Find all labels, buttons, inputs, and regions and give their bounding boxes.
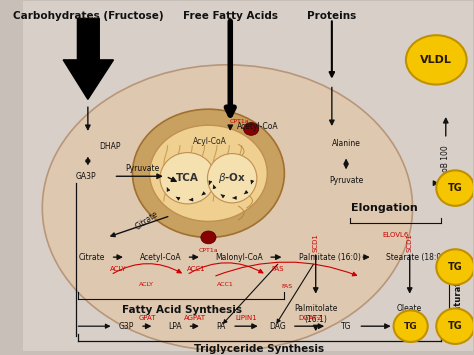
- Text: DHAP: DHAP: [99, 142, 121, 151]
- Text: (16:1): (16:1): [304, 315, 327, 324]
- Text: Triglyceride Synthesis: Triglyceride Synthesis: [194, 344, 324, 354]
- Text: Palmitate (16:0): Palmitate (16:0): [299, 253, 361, 262]
- Text: SCD1: SCD1: [407, 233, 413, 252]
- Text: Pyruvate: Pyruvate: [329, 176, 363, 185]
- Text: FAS: FAS: [272, 266, 284, 272]
- Text: GA3P: GA3P: [75, 172, 96, 181]
- Text: TG: TG: [448, 321, 463, 331]
- Text: LPA: LPA: [168, 322, 182, 331]
- Text: ACC1: ACC1: [217, 282, 234, 287]
- Text: $\beta$-Ox: $\beta$-Ox: [218, 171, 246, 185]
- Text: Palmitolate: Palmitolate: [294, 304, 337, 313]
- Text: Acyl-CoA: Acyl-CoA: [193, 137, 227, 146]
- Text: GPAT: GPAT: [139, 315, 156, 321]
- Text: TG: TG: [448, 262, 463, 272]
- Text: Proteins: Proteins: [307, 11, 356, 21]
- Text: Malonyl-CoA: Malonyl-CoA: [215, 253, 263, 262]
- Text: DGAT2: DGAT2: [298, 315, 322, 321]
- Ellipse shape: [436, 308, 474, 344]
- Text: Fatty Acid Synthesis: Fatty Acid Synthesis: [122, 305, 242, 315]
- Text: ApoB 100: ApoB 100: [441, 145, 450, 182]
- Text: FAS: FAS: [282, 284, 293, 289]
- Text: DAG: DAG: [269, 322, 286, 331]
- Text: Citrate: Citrate: [134, 209, 160, 232]
- Ellipse shape: [160, 153, 215, 204]
- Ellipse shape: [133, 109, 284, 237]
- Text: ELOVL6: ELOVL6: [382, 233, 409, 239]
- Text: LIPIN1: LIPIN1: [236, 315, 257, 321]
- Ellipse shape: [436, 249, 474, 285]
- Text: ACLY: ACLY: [110, 266, 127, 272]
- Ellipse shape: [393, 310, 428, 342]
- Ellipse shape: [208, 154, 257, 203]
- FancyBboxPatch shape: [20, 0, 474, 354]
- Polygon shape: [63, 18, 113, 99]
- Text: VLDL: VLDL: [420, 55, 452, 65]
- Ellipse shape: [436, 170, 474, 206]
- Text: Alanine: Alanine: [332, 139, 361, 148]
- Text: TG: TG: [341, 322, 351, 331]
- Ellipse shape: [42, 65, 412, 351]
- Text: CPT1a: CPT1a: [230, 119, 250, 124]
- Text: Desaturation: Desaturation: [454, 266, 463, 328]
- Text: TG: TG: [448, 183, 463, 193]
- Text: CPT1a: CPT1a: [199, 248, 218, 253]
- Text: AGPAT: AGPAT: [184, 315, 206, 321]
- Text: Acetyl-CoA: Acetyl-CoA: [140, 253, 182, 262]
- Text: PA: PA: [216, 322, 226, 331]
- Text: TG: TG: [404, 322, 418, 331]
- Text: Pyruvate: Pyruvate: [125, 164, 159, 173]
- Text: Carbohydrates (Fructose): Carbohydrates (Fructose): [12, 11, 163, 21]
- Text: Oleate: Oleate: [397, 304, 422, 313]
- Text: ACC1: ACC1: [187, 266, 205, 272]
- Text: Stearate (18:0): Stearate (18:0): [386, 253, 444, 262]
- Ellipse shape: [150, 125, 267, 222]
- Text: Citrate: Citrate: [78, 253, 105, 262]
- Ellipse shape: [244, 122, 259, 135]
- Text: ACLY: ACLY: [139, 282, 154, 287]
- Ellipse shape: [406, 35, 467, 84]
- Text: TCA: TCA: [176, 173, 199, 183]
- Text: G3P: G3P: [118, 322, 134, 331]
- Text: (18:1): (18:1): [398, 315, 421, 324]
- Text: Free Fatty Acids: Free Fatty Acids: [183, 11, 278, 21]
- Text: Acetyl-CoA: Acetyl-CoA: [237, 122, 279, 131]
- Text: SCD1: SCD1: [313, 233, 319, 252]
- Ellipse shape: [201, 231, 216, 244]
- Text: Elongation: Elongation: [351, 203, 418, 213]
